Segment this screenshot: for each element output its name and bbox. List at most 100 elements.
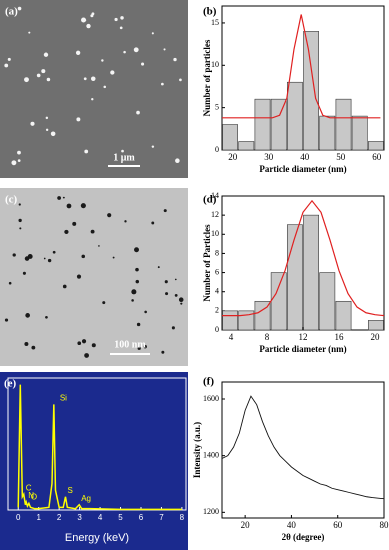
- y-tick-label: 2: [215, 306, 219, 315]
- bar: [303, 214, 319, 331]
- x-axis-label: Energy (keV): [65, 532, 129, 544]
- particle: [91, 98, 94, 101]
- y-axis-label: Number of Particles: [202, 224, 212, 302]
- particle: [165, 292, 169, 296]
- y-tick-label: 6: [215, 267, 219, 276]
- particle: [57, 196, 61, 200]
- particle: [50, 131, 56, 137]
- particle: [81, 254, 86, 259]
- particle: [24, 77, 29, 83]
- particle: [178, 297, 184, 302]
- particle: [84, 149, 89, 154]
- particle: [163, 209, 167, 213]
- particle: [31, 345, 36, 350]
- particle: [4, 63, 9, 68]
- particle: [91, 343, 96, 348]
- x-tick-label: 50: [336, 152, 346, 162]
- spectrum-line: [17, 384, 182, 511]
- particle: [107, 213, 112, 218]
- particle: [8, 281, 12, 285]
- y-tick-label: 1400: [203, 450, 219, 459]
- x-tick-label: 0: [16, 513, 21, 522]
- particle: [102, 301, 106, 305]
- particle: [164, 280, 168, 284]
- particle: [120, 16, 124, 20]
- particle: [64, 229, 69, 235]
- particle: [84, 353, 89, 358]
- particle: [90, 14, 94, 18]
- data-line: [221, 395, 385, 500]
- plot-frame: [221, 381, 385, 519]
- particle: [77, 341, 82, 346]
- particle: [81, 339, 87, 344]
- particle: [62, 284, 67, 289]
- bar: [238, 141, 255, 151]
- bar: [367, 320, 384, 331]
- y-tick-label: 5: [215, 102, 219, 111]
- particle: [179, 78, 182, 82]
- particle: [62, 196, 65, 199]
- x-axis-label: 2θ (degree): [282, 532, 325, 542]
- x-axis-label: Particle diameter (nm): [259, 344, 346, 354]
- y-tick-label: 14: [211, 191, 219, 200]
- bar: [222, 124, 238, 151]
- particle: [81, 17, 87, 23]
- particle: [174, 293, 178, 297]
- panel-label: (e): [4, 378, 17, 390]
- y-tick-label: 8: [215, 248, 219, 257]
- peak-label: S: [67, 486, 72, 495]
- particle: [161, 350, 165, 354]
- y-tick-label: 1600: [203, 394, 219, 403]
- particle: [18, 218, 22, 223]
- particle: [76, 274, 82, 279]
- y-axis-label: Number of particles: [202, 39, 212, 116]
- bar: [222, 310, 238, 331]
- particle: [134, 247, 139, 253]
- bar: [367, 141, 384, 151]
- particle: [75, 50, 81, 55]
- particle: [163, 48, 166, 51]
- x-tick-label: 40: [287, 520, 297, 530]
- particle: [180, 302, 183, 305]
- peak-label: N: [28, 491, 34, 500]
- particle: [45, 128, 49, 132]
- x-tick-label: 60: [372, 152, 382, 162]
- x-tick-label: 4: [98, 513, 103, 522]
- x-tick-label: 5: [118, 513, 123, 522]
- particle: [45, 315, 48, 319]
- particle: [174, 278, 177, 281]
- y-tick-label: 10: [211, 229, 219, 238]
- particle: [136, 322, 141, 327]
- y-tick-label: 10: [211, 60, 219, 69]
- particle: [25, 313, 30, 318]
- plot-frame: [221, 195, 385, 331]
- x-tick-label: 30: [264, 152, 274, 162]
- y-tick-label: 12: [211, 210, 219, 219]
- particle: [171, 326, 175, 330]
- scale-label: 100 nm: [114, 339, 146, 350]
- particle: [18, 203, 21, 206]
- panel-label: (c): [5, 194, 18, 206]
- x-tick-label: 60: [333, 520, 343, 530]
- particle: [135, 267, 139, 272]
- bar: [254, 98, 271, 151]
- particle: [83, 77, 87, 81]
- bar: [319, 115, 336, 151]
- particle: [17, 159, 21, 162]
- bar: [319, 272, 336, 331]
- x-tick-label: 3: [77, 513, 82, 522]
- y-tick-label: 15: [211, 18, 219, 27]
- particle: [43, 52, 49, 57]
- y-tick-label: 0: [215, 145, 219, 154]
- particle: [124, 220, 127, 223]
- particle: [151, 221, 155, 225]
- particles: [4, 196, 184, 358]
- particle: [90, 229, 95, 234]
- particle: [173, 57, 177, 62]
- x-tick-label: 8: [180, 513, 185, 522]
- particle: [119, 26, 123, 30]
- panel-label: (a): [5, 6, 18, 18]
- particle: [151, 145, 155, 148]
- particle: [28, 31, 31, 34]
- particle: [11, 160, 17, 166]
